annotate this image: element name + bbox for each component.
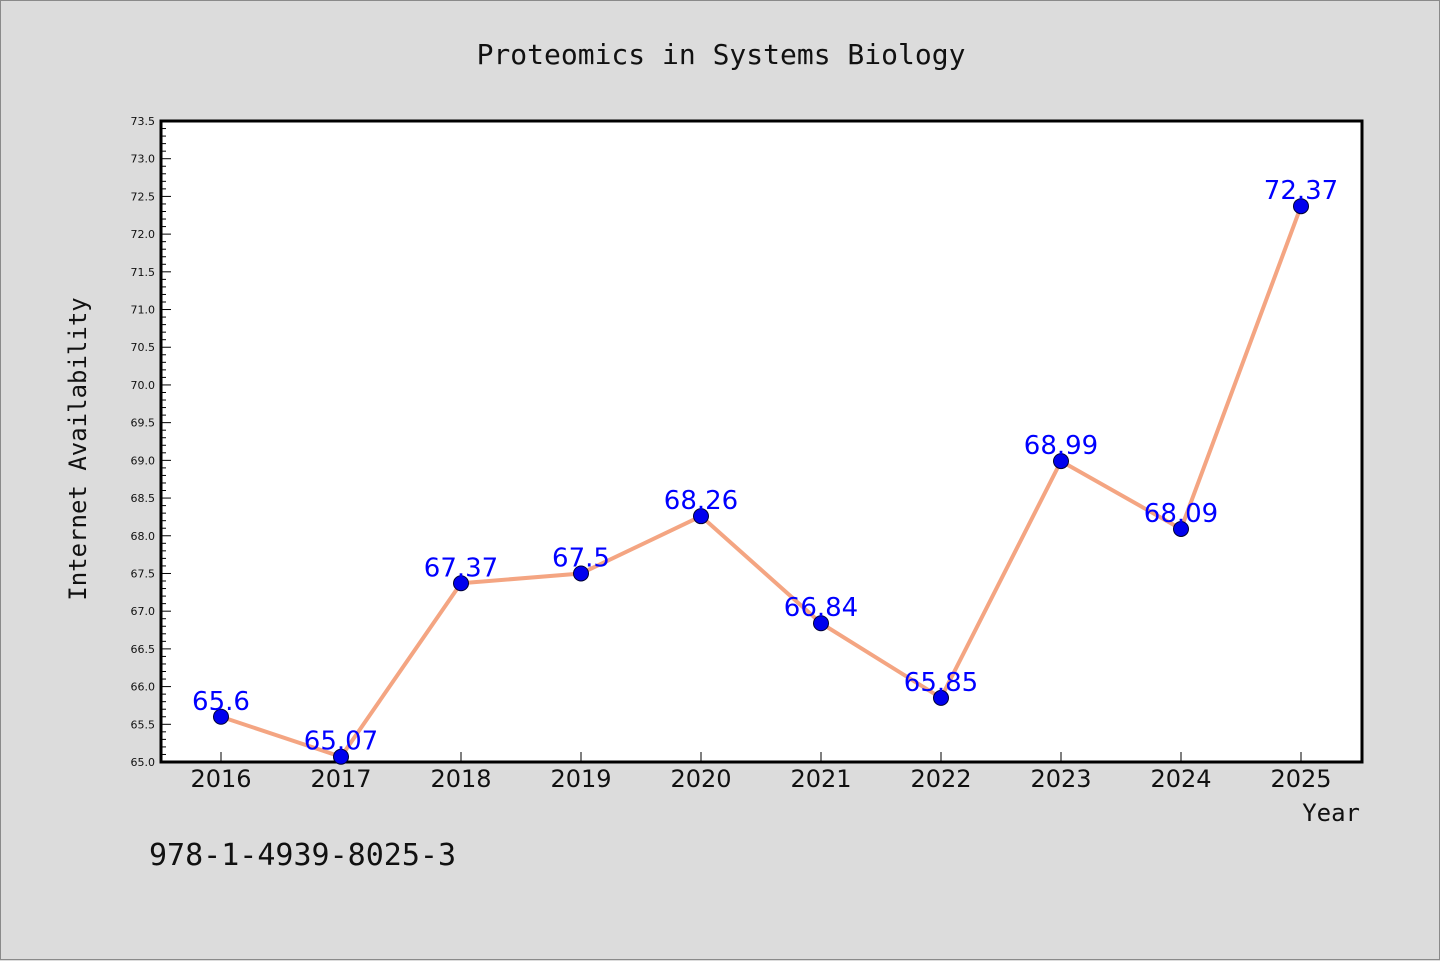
x-tick-label: 2023 <box>1030 765 1091 793</box>
y-tick-label: 65.0 <box>131 756 156 769</box>
data-point <box>813 615 829 632</box>
data-label: 65.85 <box>904 668 978 698</box>
x-tick-label: 2020 <box>670 765 731 793</box>
x-tick-label: 2017 <box>310 765 371 793</box>
y-tick-label: 66.0 <box>131 681 156 694</box>
data-label: 66.84 <box>784 593 858 623</box>
y-axis-label: Internet Availability <box>64 297 92 600</box>
data-label: 67.5 <box>552 543 610 573</box>
y-tick-label: 72.5 <box>131 190 156 203</box>
data-point <box>693 508 709 525</box>
x-tick-label: 2021 <box>790 765 851 793</box>
series-markers <box>213 198 1309 765</box>
data-label: 68.99 <box>1024 431 1098 461</box>
data-label: 65.6 <box>192 687 250 717</box>
chart-title: Proteomics in Systems Biology <box>477 38 966 71</box>
data-point <box>213 708 229 725</box>
x-tick-label: 2018 <box>430 765 491 793</box>
y-tick-label: 72.0 <box>131 228 156 241</box>
data-label: 68.09 <box>1144 499 1218 529</box>
data-label: 72.37 <box>1264 176 1338 206</box>
y-axis: 65.0 65.5 66.0 66.5 67.0 67.5 68.0 68.5 69.0 69.5… <box>131 115 171 769</box>
data-labels: 65.6 65.07 67.37 67.5 68.26 66.84 65.85 68.99 68… <box>192 176 1338 757</box>
data-label: 68.26 <box>664 486 738 516</box>
y-tick-label: 71.5 <box>131 266 156 279</box>
x-axis-label: Year <box>1302 799 1360 827</box>
x-axis: 2016 2017 2018 2019 2020 2021 2022 2023 2024 2025 <box>190 752 1332 793</box>
data-point <box>333 748 349 765</box>
y-tick-label: 70.0 <box>131 379 156 392</box>
isbn-footnote: 978-1-4939-8025-3 <box>149 838 456 873</box>
data-point <box>1173 520 1189 537</box>
plot-area <box>159 119 1364 764</box>
data-point <box>933 689 949 706</box>
x-tick-label: 2024 <box>1150 765 1211 793</box>
y-tick-label: 69.5 <box>131 417 156 430</box>
y-tick-label: 73.5 <box>131 115 156 128</box>
y-tick-label: 71.0 <box>131 304 156 317</box>
x-tick-label: 2019 <box>550 765 611 793</box>
x-tick-label: 2025 <box>1270 765 1331 793</box>
y-tick-label: 70.5 <box>131 341 156 354</box>
y-tick-label: 67.5 <box>131 567 156 580</box>
x-tick-label: 2022 <box>910 765 971 793</box>
series-line <box>219 204 1303 759</box>
y-tick-label: 69.0 <box>131 454 156 467</box>
y-tick-label: 66.5 <box>131 643 156 656</box>
data-label: 67.37 <box>424 553 498 583</box>
data-point <box>573 565 589 582</box>
data-point <box>453 575 469 592</box>
y-tick-label: 67.0 <box>131 605 156 618</box>
data-label: 65.07 <box>304 727 378 757</box>
y-tick-label: 65.5 <box>131 718 156 731</box>
x-tick-label: 2016 <box>190 765 251 793</box>
data-point <box>1053 453 1069 470</box>
y-tick-label: 73.0 <box>131 153 156 166</box>
y-tick-label: 68.5 <box>131 492 156 505</box>
y-tick-label: 68.0 <box>131 530 156 543</box>
data-point <box>1293 198 1309 215</box>
